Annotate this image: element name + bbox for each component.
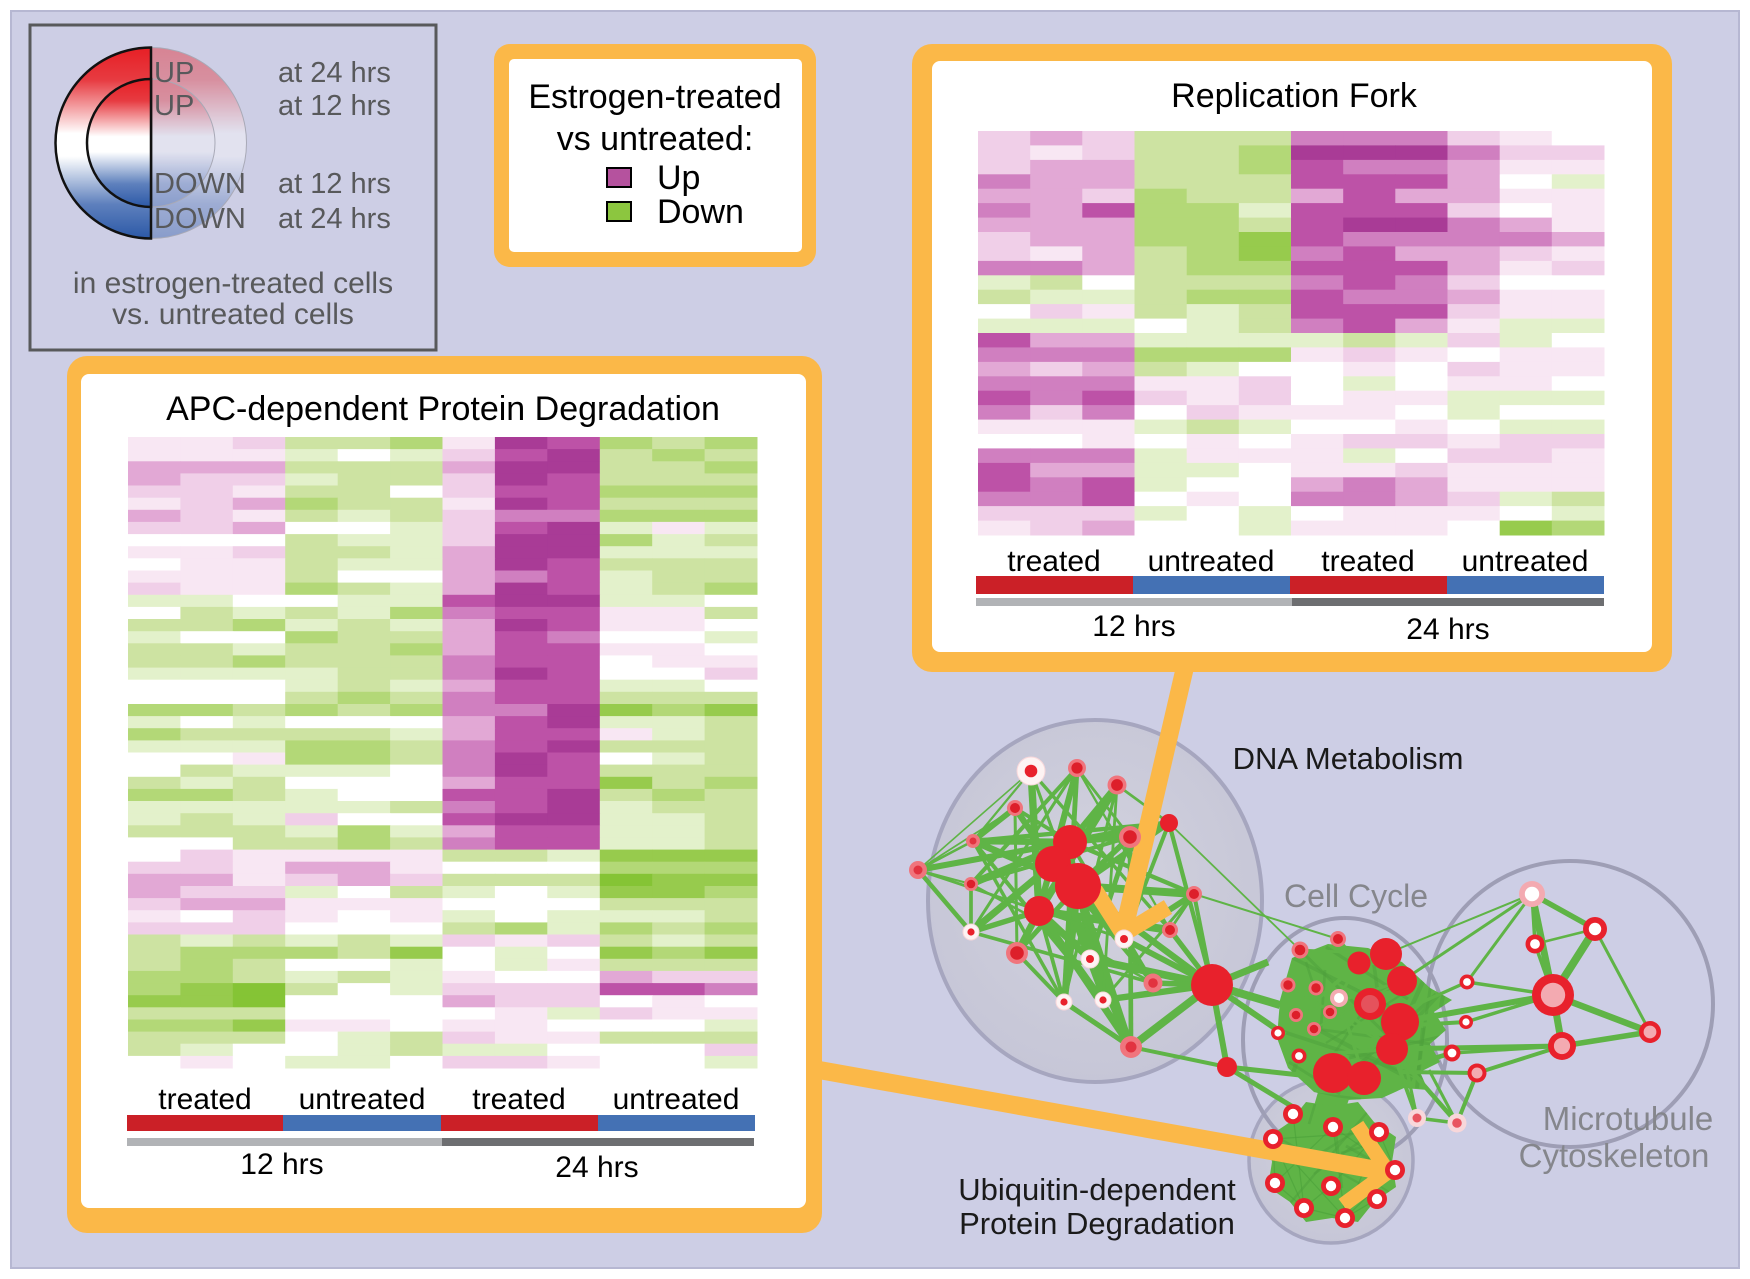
- svg-text:untreated: untreated: [299, 1083, 426, 1116]
- svg-text:Down: Down: [657, 193, 744, 231]
- svg-text:DNA Metabolism: DNA Metabolism: [1233, 741, 1464, 776]
- svg-text:24 hrs: 24 hrs: [1406, 613, 1489, 646]
- svg-text:treated: treated: [472, 1083, 565, 1116]
- svg-text:UP: UP: [154, 90, 194, 122]
- svg-text:12 hrs: 12 hrs: [240, 1148, 323, 1181]
- svg-text:Replication Fork: Replication Fork: [1171, 77, 1418, 115]
- svg-text:Cell Cycle: Cell Cycle: [1284, 878, 1428, 914]
- svg-text:at 12 hrs: at 12 hrs: [278, 168, 391, 200]
- svg-text:vs. untreated cells: vs. untreated cells: [112, 298, 354, 331]
- svg-text:Ubiquitin-dependent: Ubiquitin-dependent: [958, 1172, 1236, 1207]
- svg-text:UP: UP: [154, 57, 194, 89]
- svg-text:at 24 hrs: at 24 hrs: [278, 57, 391, 89]
- svg-text:Cytoskeleton: Cytoskeleton: [1519, 1137, 1710, 1174]
- svg-text:Estrogen-treated: Estrogen-treated: [528, 78, 781, 116]
- svg-text:DOWN: DOWN: [154, 168, 246, 200]
- svg-text:vs untreated:: vs untreated:: [557, 120, 754, 158]
- svg-text:untreated: untreated: [613, 1083, 740, 1116]
- svg-text:in estrogen-treated cells: in estrogen-treated cells: [73, 267, 393, 300]
- svg-text:at 24 hrs: at 24 hrs: [278, 203, 391, 235]
- svg-text:12 hrs: 12 hrs: [1092, 610, 1175, 643]
- svg-text:Microtubule: Microtubule: [1543, 1100, 1714, 1137]
- svg-text:Up: Up: [657, 159, 700, 197]
- svg-text:untreated: untreated: [1148, 545, 1275, 578]
- svg-text:at 12 hrs: at 12 hrs: [278, 90, 391, 122]
- svg-text:24 hrs: 24 hrs: [555, 1151, 638, 1184]
- svg-text:treated: treated: [1007, 545, 1100, 578]
- svg-text:treated: treated: [1321, 545, 1414, 578]
- svg-text:treated: treated: [158, 1083, 251, 1116]
- svg-text:APC-dependent Protein Degradat: APC-dependent Protein Degradation: [166, 390, 720, 428]
- svg-text:untreated: untreated: [1462, 545, 1589, 578]
- svg-text:Protein Degradation: Protein Degradation: [959, 1206, 1235, 1241]
- svg-text:DOWN: DOWN: [154, 203, 246, 235]
